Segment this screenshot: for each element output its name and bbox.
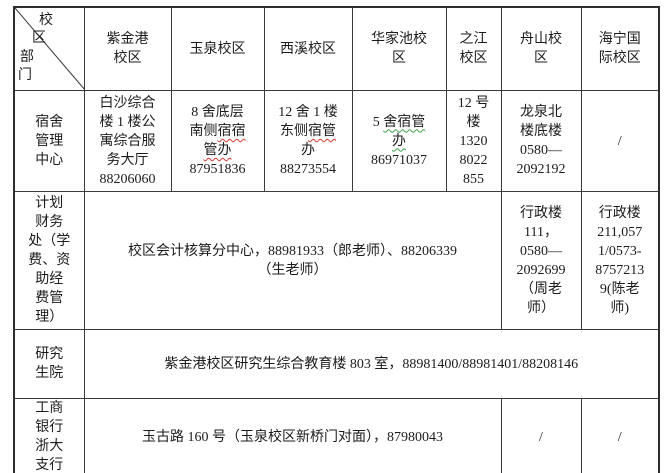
- cell-value: 龙泉北 楼底楼 0580— 2092192: [516, 105, 566, 177]
- header-label: 玉泉校区: [189, 41, 246, 57]
- cell-value: 玉古路 160 号（玉泉校区新桥门对面），87980043: [142, 429, 443, 445]
- cell-value: 白沙综合 楼 1 楼公 寓综合服 务大厅 88206060: [99, 95, 156, 187]
- header-campus-haining-intl: 海宁国 际校区: [580, 6, 660, 91]
- header-campus-xixi: 西溪校区: [263, 6, 353, 91]
- text-segment: 5: [372, 114, 384, 130]
- cell-value: /: [617, 133, 622, 149]
- graduate-main-cell: 紫金港校区研究生综合教育楼 803 室，88981400/88981401/88…: [83, 329, 660, 399]
- diagonal-divider-line: [15, 8, 83, 89]
- corner-char-xiao: 校: [39, 13, 53, 28]
- row-icbc-zheda-branch: 工商 银行 浙大 支行 玉古路 160 号（玉泉校区新桥门对面），8798004…: [13, 398, 660, 473]
- header-label: 海宁国 际校区: [598, 32, 641, 66]
- dorm-yuquan-cell: 8 舍底层 南侧宿宿 管办 87951836: [170, 90, 265, 192]
- corner-char-qu: 区: [32, 31, 46, 46]
- diagonal-cell-wrap: 校区部门: [15, 8, 83, 90]
- dorm-zijingang-cell: 白沙综合 楼 1 楼公 寓综合服 务大厅 88206060: [83, 90, 172, 192]
- corner-char-bu: 部: [20, 50, 34, 65]
- row-label-dorm-management-center: 宿舍 管理 中心: [13, 90, 85, 192]
- dorm-zhijiang-cell: 12 号 楼 1320 8022 855: [445, 90, 502, 192]
- finance-zhoushan-cell: 行政楼 111， 0580— 2092699 （周老 师）: [500, 191, 582, 330]
- row-label: 研究 生院: [35, 347, 64, 381]
- row-finance-office: 计划 财务 处（学 费、资 助经 费管 理） 校区会计核算分中心，8898193…: [13, 191, 660, 330]
- finance-main-cell: 校区会计核算分中心，88981933（郎老师）、88206339 （生老师）: [83, 191, 502, 330]
- grammar-green-underline: 舍宿管 办: [383, 114, 426, 149]
- text-segment: 87951836: [189, 162, 246, 177]
- bank-zhoushan-cell: /: [500, 398, 582, 473]
- row-label: 工商 银行 浙大 支行: [35, 401, 64, 473]
- header-label: 华家池校 区: [371, 32, 427, 66]
- dorm-xixi-cell: 12 舍 1 楼 东侧宿管 办 88273554: [263, 90, 353, 192]
- row-label: 计划 财务 处（学 费、资 助经 费管 理）: [28, 196, 71, 325]
- text-segment: 办 88273554: [280, 143, 336, 177]
- dorm-haining-cell: /: [580, 90, 660, 192]
- header-label: 之江 校区: [459, 32, 488, 66]
- cell-value: /: [617, 429, 622, 445]
- header-row: 校区部门 紫金港 校区 玉泉校区 西溪校区 华家池校 区 之江 校区 舟山校 区…: [13, 6, 660, 91]
- cell-value: 校区会计核算分中心，88981933（郎老师）、88206339 （生老师）: [128, 243, 457, 278]
- header-campus-yuquan: 玉泉校区: [170, 6, 265, 91]
- finance-haining-cell: 行政楼 211,057 1/0573- 8757213 9(陈老 师): [580, 191, 660, 330]
- row-label-graduate-school: 研究 生院: [13, 329, 85, 399]
- cell-value: 8 舍底层 南侧宿宿 管办 87951836: [190, 103, 246, 179]
- text-segment: 8 舍底层 南侧: [189, 105, 244, 139]
- corner-cell-campus-department: 校区部门: [13, 6, 85, 91]
- spellcheck-red-underline: 宿宿 管办: [203, 124, 246, 158]
- cell-value: 行政楼 111， 0580— 2092699 （周老 师）: [516, 205, 566, 316]
- header-label: 紫金港 校区: [106, 32, 149, 66]
- header-campus-zhoushan: 舟山校 区: [500, 6, 582, 91]
- cell-value: 5 舍宿管 办 86971037: [371, 113, 427, 170]
- text-segment: 86971037: [371, 152, 427, 168]
- header-campus-zijingang: 紫金港 校区: [83, 6, 172, 91]
- campus-contact-table: 校区部门 紫金港 校区 玉泉校区 西溪校区 华家池校 区 之江 校区 舟山校 区…: [13, 6, 660, 473]
- corner-char-men: 门: [18, 68, 32, 83]
- bank-haining-cell: /: [580, 398, 660, 473]
- bank-main-cell: 玉古路 160 号（玉泉校区新桥门对面），87980043: [83, 398, 502, 473]
- text-segment: 12 舍 1 楼 东侧: [278, 105, 338, 139]
- cell-value: 12 舍 1 楼 东侧宿管 办 88273554: [278, 103, 338, 179]
- header-campus-huajiachi: 华家池校 区: [351, 6, 447, 91]
- header-label: 西溪校区: [280, 41, 336, 57]
- cell-value: /: [539, 429, 543, 445]
- row-dorm-management-center: 宿舍 管理 中心 白沙综合 楼 1 楼公 寓综合服 务大厅 88206060 8…: [13, 90, 660, 192]
- row-label-finance-office: 计划 财务 处（学 费、资 助经 费管 理）: [13, 191, 85, 330]
- row-label-icbc-zheda-branch: 工商 银行 浙大 支行: [13, 398, 85, 473]
- header-campus-zhijiang: 之江 校区: [445, 6, 502, 91]
- dorm-huajiachi-cell: 5 舍宿管 办 86971037: [351, 90, 447, 192]
- cell-value: 紫金港校区研究生综合教育楼 803 室，88981400/88981401/88…: [164, 356, 579, 372]
- row-graduate-school: 研究 生院 紫金港校区研究生综合教育楼 803 室，88981400/88981…: [13, 329, 660, 399]
- cell-value: 12 号 楼 1320 8022 855: [457, 95, 490, 187]
- spellcheck-red-underline: 宿管: [308, 124, 336, 139]
- row-label: 宿舍 管理 中心: [35, 114, 64, 168]
- cell-value: 行政楼 211,057 1/0573- 8757213 9(陈老 师): [595, 205, 645, 316]
- header-label: 舟山校 区: [520, 32, 562, 66]
- dorm-zhoushan-cell: 龙泉北 楼底楼 0580— 2092192: [500, 90, 582, 192]
